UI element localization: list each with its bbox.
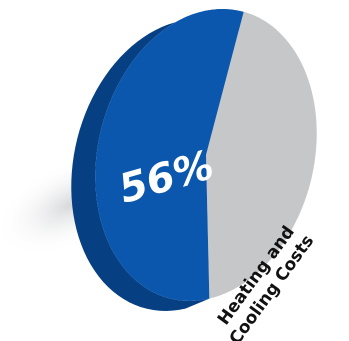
pie-slice-blue-side: [71, 9, 244, 311]
pie-slice-blue: [95, 9, 244, 301]
pie-slice-gray: [206, 11, 317, 299]
